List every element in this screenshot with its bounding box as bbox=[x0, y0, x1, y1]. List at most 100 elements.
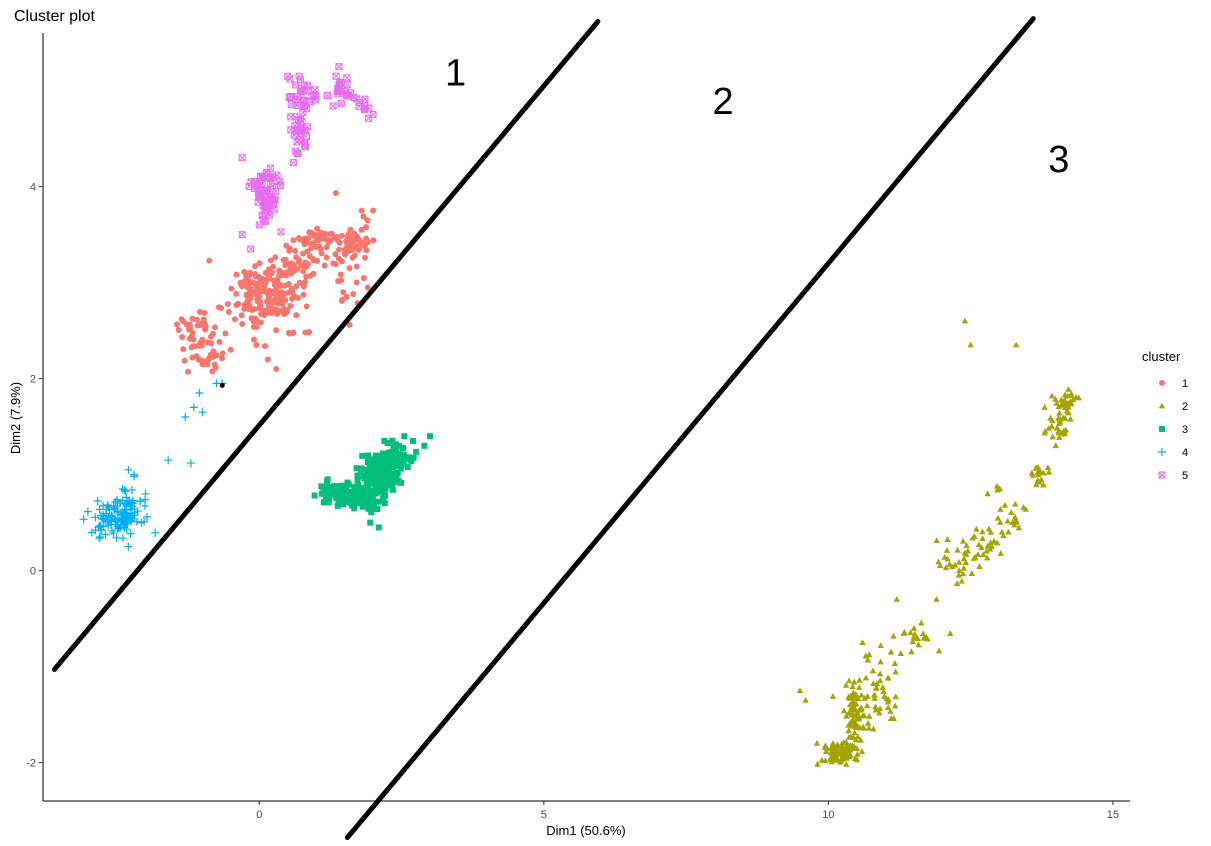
y-tick-label: 0 bbox=[30, 566, 36, 578]
data-point bbox=[378, 454, 385, 461]
data-point bbox=[919, 630, 927, 637]
data-point bbox=[307, 272, 314, 279]
data-point bbox=[1061, 429, 1069, 436]
data-point bbox=[369, 111, 377, 119]
data-point bbox=[267, 173, 275, 181]
data-point bbox=[379, 450, 386, 457]
legend-item-3: 3 bbox=[1159, 424, 1188, 436]
data-point bbox=[1009, 519, 1016, 525]
data-point bbox=[267, 257, 274, 264]
data-point bbox=[368, 492, 375, 499]
data-point bbox=[284, 72, 292, 80]
data-point bbox=[975, 541, 983, 548]
data-point bbox=[255, 282, 262, 289]
data-point bbox=[1062, 399, 1069, 406]
data-point bbox=[864, 719, 872, 726]
y-tick-label: 2 bbox=[30, 374, 36, 386]
data-point bbox=[858, 691, 865, 698]
data-point bbox=[224, 301, 231, 308]
data-point bbox=[973, 525, 980, 532]
data-point bbox=[101, 530, 110, 539]
data-point bbox=[355, 488, 362, 495]
data-point bbox=[96, 522, 105, 531]
data-point bbox=[361, 254, 368, 261]
data-point bbox=[364, 239, 371, 246]
data-point bbox=[877, 677, 884, 684]
data-point bbox=[365, 505, 372, 512]
data-point bbox=[186, 335, 193, 342]
data-point bbox=[199, 336, 206, 343]
data-point bbox=[935, 647, 943, 654]
data-point bbox=[337, 99, 345, 107]
data-point bbox=[265, 289, 272, 296]
data-point bbox=[322, 230, 329, 237]
series-5 bbox=[238, 63, 377, 253]
data-point bbox=[350, 489, 357, 496]
data-point bbox=[399, 454, 406, 461]
data-point bbox=[366, 496, 373, 503]
data-point bbox=[363, 247, 370, 254]
data-point bbox=[359, 484, 366, 491]
data-point bbox=[1065, 409, 1072, 416]
data-point bbox=[189, 403, 198, 412]
data-point bbox=[851, 729, 858, 736]
data-point bbox=[195, 356, 202, 363]
data-point bbox=[343, 74, 351, 82]
legend-item-1: 1 bbox=[1159, 378, 1188, 390]
data-point bbox=[125, 496, 134, 505]
data-point bbox=[1057, 415, 1064, 422]
data-point bbox=[304, 123, 312, 131]
data-point bbox=[897, 650, 904, 656]
data-point bbox=[324, 491, 331, 498]
legend: cluster 1 2 3 4 5 bbox=[1142, 349, 1188, 482]
data-point bbox=[341, 250, 348, 257]
data-point bbox=[353, 263, 360, 270]
data-point bbox=[306, 329, 313, 336]
legend-label: 4 bbox=[1182, 447, 1188, 459]
data-point bbox=[937, 562, 944, 569]
data-point bbox=[126, 529, 135, 538]
data-point bbox=[342, 491, 349, 498]
data-point bbox=[802, 696, 809, 703]
region-label-1: 1 bbox=[445, 52, 466, 94]
data-point bbox=[293, 312, 300, 319]
data-point bbox=[181, 413, 190, 421]
legend-title: cluster bbox=[1142, 349, 1181, 364]
data-point bbox=[993, 539, 1001, 546]
data-point bbox=[395, 478, 402, 485]
data-point bbox=[196, 308, 203, 315]
data-point bbox=[280, 269, 287, 276]
data-point bbox=[333, 87, 341, 95]
data-point bbox=[133, 507, 142, 516]
data-point bbox=[426, 433, 433, 440]
data-point bbox=[866, 712, 873, 719]
x-axis-label: Dim1 (50.6%) bbox=[546, 823, 625, 838]
data-point bbox=[281, 282, 288, 289]
data-point bbox=[368, 476, 375, 483]
data-point bbox=[845, 677, 853, 684]
data-point bbox=[196, 342, 203, 349]
data-point bbox=[849, 683, 856, 690]
data-point bbox=[367, 465, 374, 472]
data-point bbox=[1045, 424, 1052, 431]
data-point bbox=[370, 237, 377, 244]
data-point bbox=[864, 656, 871, 663]
data-point bbox=[387, 476, 394, 483]
data-point bbox=[274, 280, 281, 287]
data-point bbox=[367, 488, 374, 495]
data-point bbox=[831, 751, 838, 758]
data-point bbox=[346, 265, 353, 272]
data-point bbox=[1004, 517, 1011, 524]
data-point bbox=[257, 278, 264, 285]
data-point bbox=[179, 333, 186, 340]
data-point bbox=[332, 72, 340, 80]
data-point bbox=[849, 742, 856, 749]
series-2 bbox=[796, 317, 1082, 767]
data-point bbox=[392, 447, 399, 454]
data-point bbox=[887, 708, 894, 714]
legend-label: 5 bbox=[1182, 470, 1188, 482]
x-tick-label: 10 bbox=[822, 809, 834, 821]
data-point bbox=[357, 467, 364, 474]
data-point bbox=[910, 634, 917, 641]
